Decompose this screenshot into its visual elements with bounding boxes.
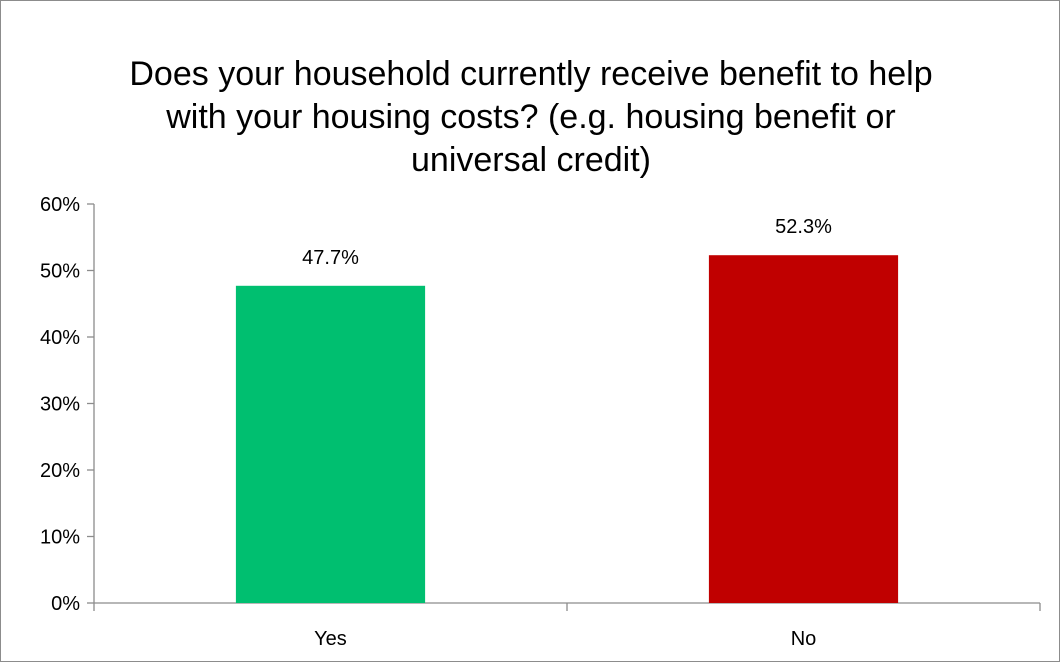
- data-label: 47.7%: [302, 247, 359, 269]
- bar-no: [708, 255, 899, 603]
- x-category-label: No: [791, 628, 817, 650]
- y-axis: 0% 10% 20% 30% 40% 50% 60%: [40, 194, 95, 615]
- y-tick-label: 30%: [40, 394, 80, 416]
- y-tick-label: 0%: [51, 593, 80, 615]
- y-tick-label: 20%: [40, 460, 80, 482]
- y-tick-label: 50%: [40, 261, 80, 283]
- chart-title: Does your household currently receive be…: [129, 55, 933, 179]
- y-tick-label: 60%: [40, 194, 80, 216]
- y-tick-label: 10%: [40, 527, 80, 549]
- x-category-label: Yes: [314, 628, 347, 650]
- bars: 47.7% 52.3%: [235, 216, 899, 603]
- y-tick-label: 40%: [40, 327, 80, 349]
- data-label: 52.3%: [775, 216, 832, 238]
- x-axis: Yes No: [93, 602, 1041, 650]
- bar-yes: [235, 285, 426, 603]
